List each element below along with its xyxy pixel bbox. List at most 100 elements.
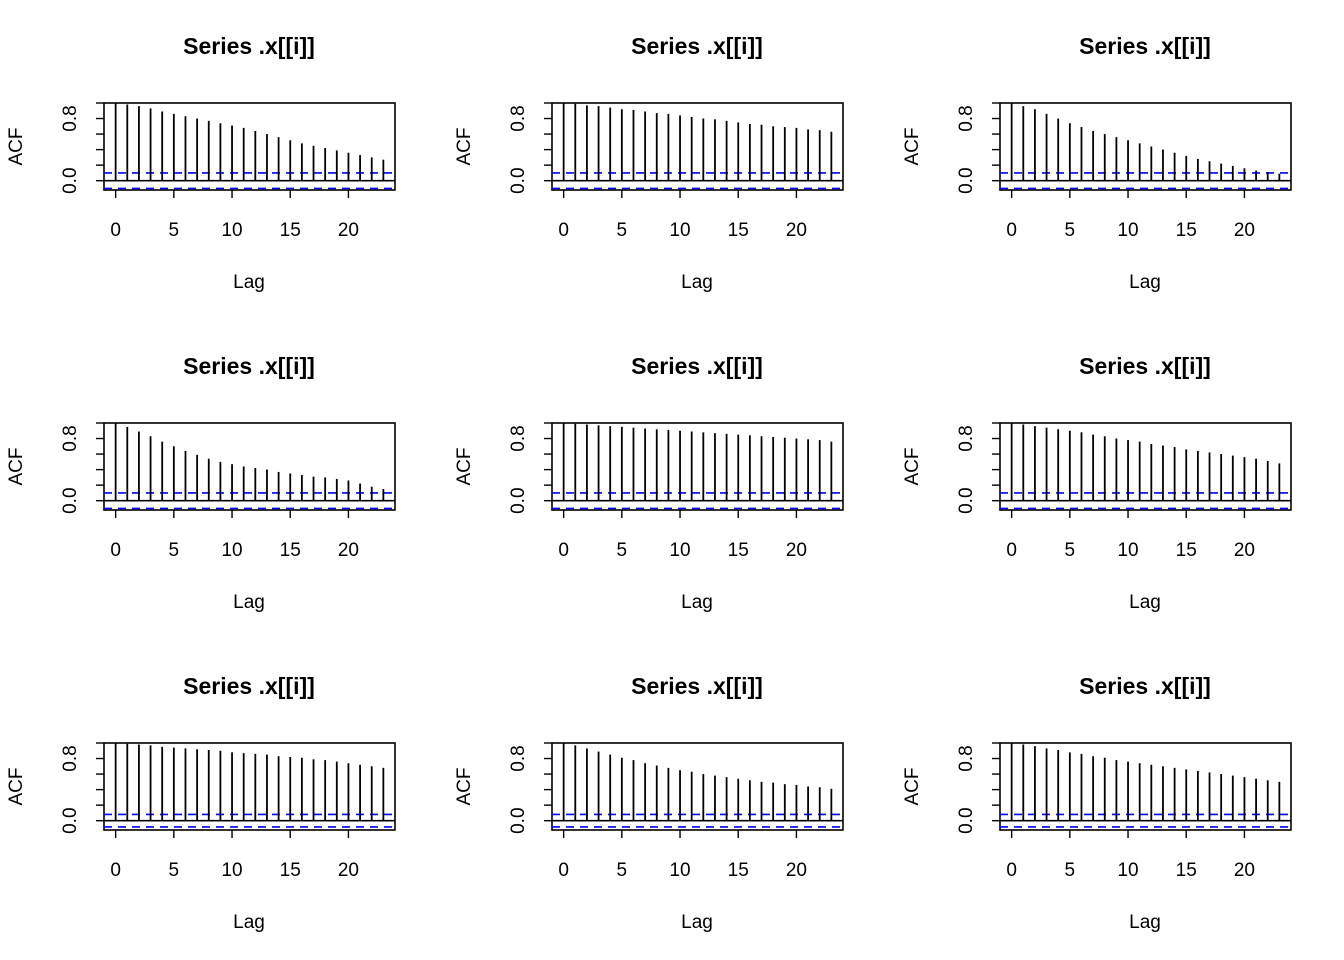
x-tick-label: 10	[221, 860, 242, 881]
x-tick-label: 5	[1065, 860, 1076, 881]
x-tick-label: 15	[1176, 220, 1197, 241]
acf-panel: Series .x[[i]] 0.0 0.8 0 5 10 15 20 Lag ACF	[448, 640, 896, 960]
chart-title: Series .x[[i]]	[631, 353, 763, 379]
x-tick-label: 20	[1234, 860, 1255, 881]
plot-frame	[103, 742, 396, 831]
acf-chart: Series .x[[i]] 0.0 0.8 0 5 10 15 20 Lag ACF	[6, 673, 396, 933]
x-tick-label: 0	[110, 540, 121, 561]
y-axis-label: ACF	[454, 128, 475, 166]
chart-title: Series .x[[i]]	[183, 353, 315, 379]
acf-panel: Series .x[[i]] 0.0 0.8 0 5 10 15 20 Lag ACF	[896, 640, 1344, 960]
acf-chart: Series .x[[i]] 0.0 0.8 0 5 10 15 20 Lag ACF	[454, 33, 844, 293]
plot-frame	[551, 102, 844, 191]
y-axis-label: ACF	[454, 768, 475, 806]
x-tick-label: 20	[786, 540, 807, 561]
x-tick-label: 5	[1065, 220, 1076, 241]
y-tick-label: 0.0	[508, 167, 529, 193]
chart-title: Series .x[[i]]	[183, 33, 315, 59]
chart-title: Series .x[[i]]	[1079, 33, 1211, 59]
x-tick-label: 0	[558, 860, 569, 881]
x-tick-label: 10	[669, 540, 690, 561]
plot-frame	[103, 422, 396, 511]
acf-chart: Series .x[[i]] 0.0 0.8 0 5 10 15 20 Lag ACF	[454, 673, 844, 933]
x-tick-label: 0	[1006, 860, 1017, 881]
acf-panel: Series .x[[i]] 0.0 0.8 0 5 10 15 20 Lag ACF	[896, 320, 1344, 640]
x-axis-label: Lag	[233, 912, 265, 933]
y-tick-label: 0.8	[508, 745, 529, 771]
x-tick-label: 5	[617, 220, 628, 241]
x-tick-label: 5	[169, 220, 180, 241]
y-tick-label: 0.8	[956, 105, 977, 131]
x-axis-label: Lag	[681, 272, 713, 293]
y-tick-label: 0.0	[956, 167, 977, 193]
plot-frame	[103, 102, 396, 191]
y-tick-label: 0.0	[508, 487, 529, 513]
x-tick-label: 0	[1006, 540, 1017, 561]
x-tick-label: 0	[1006, 220, 1017, 241]
x-tick-label: 15	[1176, 540, 1197, 561]
x-tick-label: 15	[280, 540, 301, 561]
chart-title: Series .x[[i]]	[631, 33, 763, 59]
y-tick-label: 0.8	[60, 425, 81, 451]
y-tick-label: 0.8	[956, 745, 977, 771]
x-tick-label: 15	[728, 540, 749, 561]
y-axis-label: ACF	[6, 768, 27, 806]
x-tick-label: 15	[1176, 860, 1197, 881]
y-axis-label: ACF	[6, 128, 27, 166]
acf-chart: Series .x[[i]] 0.0 0.8 0 5 10 15 20 Lag ACF	[454, 353, 844, 613]
y-tick-label: 0.8	[60, 745, 81, 771]
y-axis-label: ACF	[902, 768, 923, 806]
x-tick-label: 5	[1065, 540, 1076, 561]
plot-frame	[999, 102, 1292, 191]
acf-panel: Series .x[[i]] 0.0 0.8 0 5 10 15 20 Lag ACF	[448, 320, 896, 640]
x-tick-label: 20	[338, 220, 359, 241]
x-tick-label: 0	[110, 220, 121, 241]
y-axis-label: ACF	[902, 128, 923, 166]
chart-title: Series .x[[i]]	[631, 673, 763, 699]
chart-title: Series .x[[i]]	[1079, 353, 1211, 379]
x-tick-label: 10	[221, 220, 242, 241]
x-tick-label: 20	[1234, 540, 1255, 561]
acf-chart: Series .x[[i]] 0.0 0.8 0 5 10 15 20 Lag ACF	[902, 353, 1292, 613]
acf-panel: Series .x[[i]] 0.0 0.8 0 5 10 15 20 Lag ACF	[448, 0, 896, 320]
acf-panel: Series .x[[i]] 0.0 0.8 0 5 10 15 20 Lag ACF	[896, 0, 1344, 320]
y-tick-label: 0.0	[956, 487, 977, 513]
x-tick-label: 10	[1117, 540, 1138, 561]
x-tick-label: 10	[1117, 220, 1138, 241]
y-axis-label: ACF	[6, 448, 27, 486]
x-tick-label: 20	[1234, 220, 1255, 241]
y-axis-label: ACF	[902, 448, 923, 486]
y-tick-label: 0.0	[60, 487, 81, 513]
x-tick-label: 20	[786, 220, 807, 241]
acf-chart: Series .x[[i]] 0.0 0.8 0 5 10 15 20 Lag ACF	[6, 33, 396, 293]
acf-panel: Series .x[[i]] 0.0 0.8 0 5 10 15 20 Lag ACF	[0, 640, 448, 960]
x-tick-label: 15	[280, 860, 301, 881]
x-tick-label: 5	[169, 540, 180, 561]
x-tick-label: 15	[728, 220, 749, 241]
x-tick-label: 0	[110, 860, 121, 881]
y-tick-label: 0.8	[508, 425, 529, 451]
x-tick-label: 5	[617, 540, 628, 561]
plot-frame	[999, 422, 1292, 511]
y-tick-label: 0.0	[956, 807, 977, 833]
y-axis-label: ACF	[454, 448, 475, 486]
x-tick-label: 0	[558, 540, 569, 561]
y-tick-label: 0.0	[60, 807, 81, 833]
y-tick-label: 0.8	[508, 105, 529, 131]
x-tick-label: 10	[1117, 860, 1138, 881]
acf-chart: Series .x[[i]] 0.0 0.8 0 5 10 15 20 Lag ACF	[6, 353, 396, 613]
x-axis-label: Lag	[1129, 592, 1161, 613]
x-tick-label: 15	[280, 220, 301, 241]
x-tick-label: 10	[221, 540, 242, 561]
x-axis-label: Lag	[681, 592, 713, 613]
y-tick-label: 0.0	[508, 807, 529, 833]
x-axis-label: Lag	[233, 592, 265, 613]
x-axis-label: Lag	[681, 912, 713, 933]
plot-frame	[551, 742, 844, 831]
chart-title: Series .x[[i]]	[1079, 673, 1211, 699]
x-axis-label: Lag	[233, 272, 265, 293]
x-tick-label: 0	[558, 220, 569, 241]
y-tick-label: 0.8	[956, 425, 977, 451]
x-tick-label: 10	[669, 860, 690, 881]
